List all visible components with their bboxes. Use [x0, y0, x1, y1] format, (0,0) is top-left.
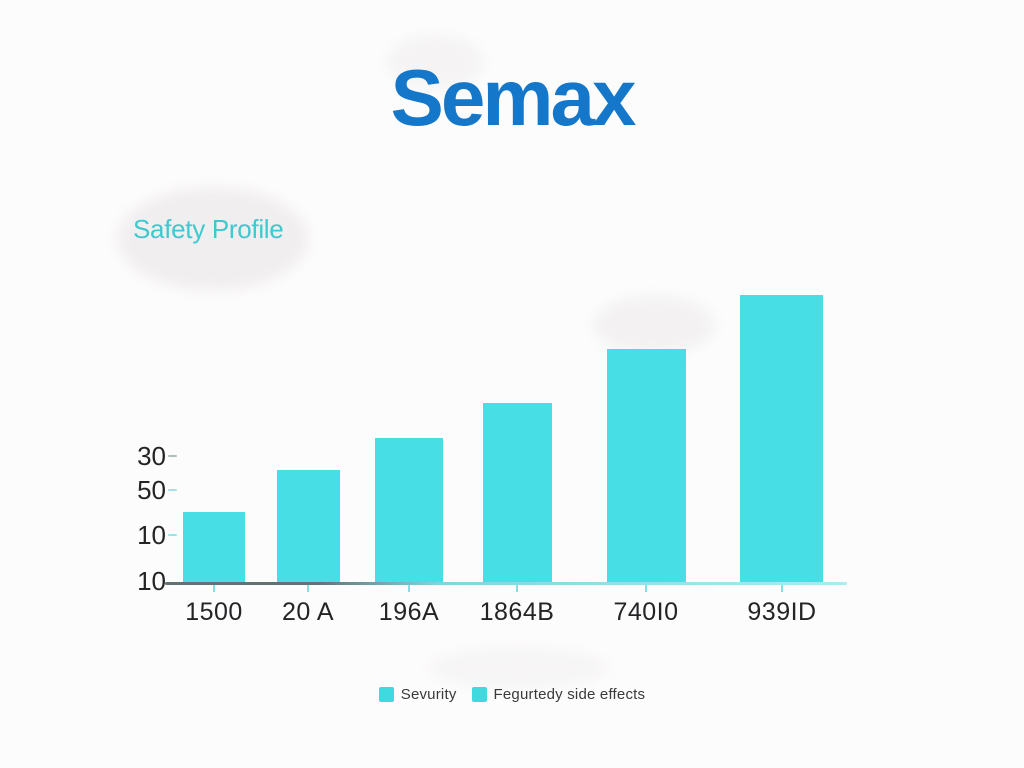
bar-20-a	[277, 470, 340, 584]
x-axis-tick-mark	[408, 585, 410, 592]
x-axis-tick-mark	[516, 585, 518, 592]
x-axis-category-label: 196A	[378, 598, 440, 626]
x-axis-category-label: 740I0	[613, 598, 679, 626]
legend-item: Fegurtedy side effects	[471, 686, 646, 703]
x-axis-line	[165, 582, 847, 585]
y-axis-tick-label: 50	[137, 475, 166, 505]
x-axis-tick-mark	[307, 585, 309, 592]
chart-title: Safety Profile	[133, 214, 284, 244]
legend-swatch-icon	[471, 687, 487, 702]
page-title: Semax	[390, 53, 637, 142]
bar-196a	[375, 438, 443, 584]
legend-swatch-icon	[378, 687, 394, 702]
x-axis-tick-mark	[213, 585, 215, 592]
x-axis-tick-mark	[781, 585, 783, 592]
legend-label: Fegurtedy side effects	[493, 686, 646, 703]
bar-740i0	[607, 349, 686, 584]
legend-label: Sevurity	[400, 686, 457, 703]
bar-939id	[740, 295, 823, 584]
x-axis-tick-mark	[645, 585, 647, 592]
y-axis-tick-mark	[168, 534, 177, 536]
y-axis-tick-label: 10	[137, 520, 166, 550]
bar-1500	[183, 512, 245, 584]
legend-item: Sevurity	[378, 686, 457, 703]
x-axis-category-label: 1500	[185, 598, 243, 626]
y-axis-tick-mark	[168, 489, 177, 491]
x-axis-category-label: 20 A	[281, 598, 335, 626]
bar-1864b	[483, 403, 552, 584]
y-axis-tick-label: 30	[137, 441, 166, 471]
y-axis-tick-label: 10	[137, 566, 166, 596]
chart-legend: Sevurity Fegurtedy side effects	[0, 686, 1024, 703]
y-axis-tick-mark	[168, 455, 177, 457]
x-axis-category-label: 939ID	[747, 598, 817, 626]
x-axis-category-label: 1864B	[479, 598, 555, 626]
